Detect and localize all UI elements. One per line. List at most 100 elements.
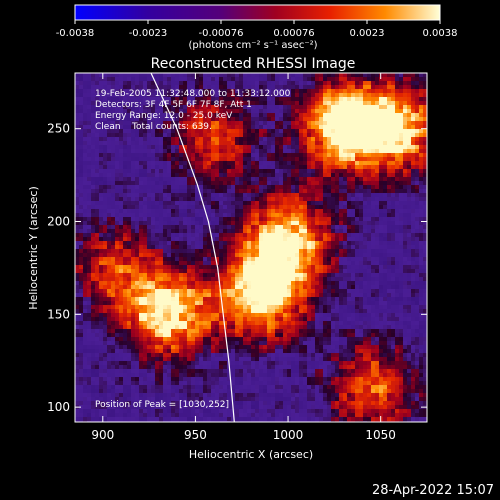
heatmap-cell xyxy=(291,349,296,354)
heatmap-cell xyxy=(187,189,192,194)
heatmap-cell xyxy=(107,145,112,150)
heatmap-cell xyxy=(159,321,164,326)
heatmap-cell xyxy=(83,397,88,402)
heatmap-cell xyxy=(159,209,164,214)
heatmap-cell xyxy=(143,321,148,326)
heatmap-cell xyxy=(135,89,140,94)
heatmap-cell xyxy=(151,281,156,286)
heatmap-cell xyxy=(95,401,100,406)
heatmap-cell xyxy=(275,201,280,206)
heatmap-cell xyxy=(171,145,176,150)
heatmap-cell xyxy=(187,157,192,162)
heatmap-cell xyxy=(295,273,300,278)
heatmap-cell xyxy=(87,77,92,82)
heatmap-cell xyxy=(271,205,276,210)
heatmap-cell xyxy=(287,109,292,114)
heatmap-cell xyxy=(183,317,188,322)
heatmap-cell xyxy=(203,417,208,422)
heatmap-cell xyxy=(275,365,280,370)
heatmap-cell xyxy=(195,325,200,330)
heatmap-cell xyxy=(227,201,232,206)
heatmap-cell xyxy=(291,325,296,330)
heatmap-cell xyxy=(239,185,244,190)
heatmap-cell xyxy=(175,97,180,102)
heatmap-cell xyxy=(79,237,84,242)
heatmap-cell xyxy=(135,161,140,166)
heatmap-cell xyxy=(199,301,204,306)
heatmap-cell xyxy=(219,309,224,314)
heatmap-cell xyxy=(171,309,176,314)
heatmap-cell xyxy=(171,365,176,370)
heatmap-cell xyxy=(275,337,280,342)
heatmap-cell xyxy=(187,153,192,158)
heatmap-cell xyxy=(151,273,156,278)
heatmap-cell xyxy=(219,189,224,194)
heatmap-cell xyxy=(131,113,136,118)
heatmap-cell xyxy=(283,181,288,186)
heatmap-cell xyxy=(187,169,192,174)
heatmap-cell xyxy=(151,125,156,130)
heatmap-cell xyxy=(79,281,84,286)
heatmap-cell xyxy=(107,273,112,278)
heatmap-cell xyxy=(231,209,236,214)
heatmap-cell xyxy=(223,129,228,134)
heatmap-cell xyxy=(187,137,192,142)
heatmap-cell xyxy=(227,333,232,338)
heatmap-cell xyxy=(143,261,148,266)
heatmap-cell xyxy=(255,373,260,378)
heatmap-cell xyxy=(167,277,172,282)
heatmap-cell xyxy=(135,369,140,374)
heatmap-cell xyxy=(231,105,236,110)
heatmap-cell xyxy=(155,121,160,126)
heatmap-cell xyxy=(211,373,216,378)
heatmap-cell xyxy=(83,353,88,358)
heatmap-cell xyxy=(75,145,80,150)
heatmap-cell xyxy=(227,317,232,322)
heatmap-cell xyxy=(143,117,148,122)
heatmap-cell xyxy=(267,357,272,362)
heatmap-cell xyxy=(167,389,172,394)
heatmap-cell xyxy=(283,417,288,422)
heatmap-cell xyxy=(183,181,188,186)
heatmap-cell xyxy=(243,89,248,94)
heatmap-cell xyxy=(283,409,288,414)
heatmap-cell xyxy=(231,337,236,342)
heatmap-cell xyxy=(235,105,240,110)
heatmap-cell xyxy=(219,137,224,142)
heatmap-cell xyxy=(107,397,112,402)
heatmap-cell xyxy=(219,289,224,294)
heatmap-cell xyxy=(247,169,252,174)
heatmap-cell xyxy=(135,357,140,362)
heatmap-cell xyxy=(259,93,264,98)
heatmap-cell xyxy=(279,309,284,314)
heatmap-cell xyxy=(151,285,156,290)
heatmap-cell xyxy=(79,149,84,154)
heatmap-cell xyxy=(239,113,244,118)
heatmap-cell xyxy=(99,273,104,278)
heatmap-cell xyxy=(259,309,264,314)
heatmap-cell xyxy=(203,397,208,402)
heatmap-cell xyxy=(191,241,196,246)
heatmap-cell xyxy=(223,293,228,298)
heatmap-cell xyxy=(87,357,92,362)
heatmap-cell xyxy=(191,277,196,282)
heatmap-cell xyxy=(183,385,188,390)
heatmap-cell xyxy=(155,133,160,138)
heatmap-cell xyxy=(207,129,212,134)
heatmap-cell xyxy=(163,409,168,414)
heatmap-cell xyxy=(203,345,208,350)
heatmap-cell xyxy=(231,349,236,354)
heatmap-cell xyxy=(135,149,140,154)
heatmap-cell xyxy=(251,345,256,350)
heatmap-cell xyxy=(199,373,204,378)
heatmap-cell xyxy=(255,269,260,274)
heatmap-cell xyxy=(243,217,248,222)
heatmap-cell xyxy=(119,81,124,86)
heatmap-cell xyxy=(203,217,208,222)
heatmap-cell xyxy=(171,413,176,418)
heatmap-cell xyxy=(147,357,152,362)
heatmap-cell xyxy=(235,73,240,78)
heatmap-cell xyxy=(195,189,200,194)
heatmap-cell xyxy=(247,97,252,102)
heatmap-cell xyxy=(155,245,160,250)
